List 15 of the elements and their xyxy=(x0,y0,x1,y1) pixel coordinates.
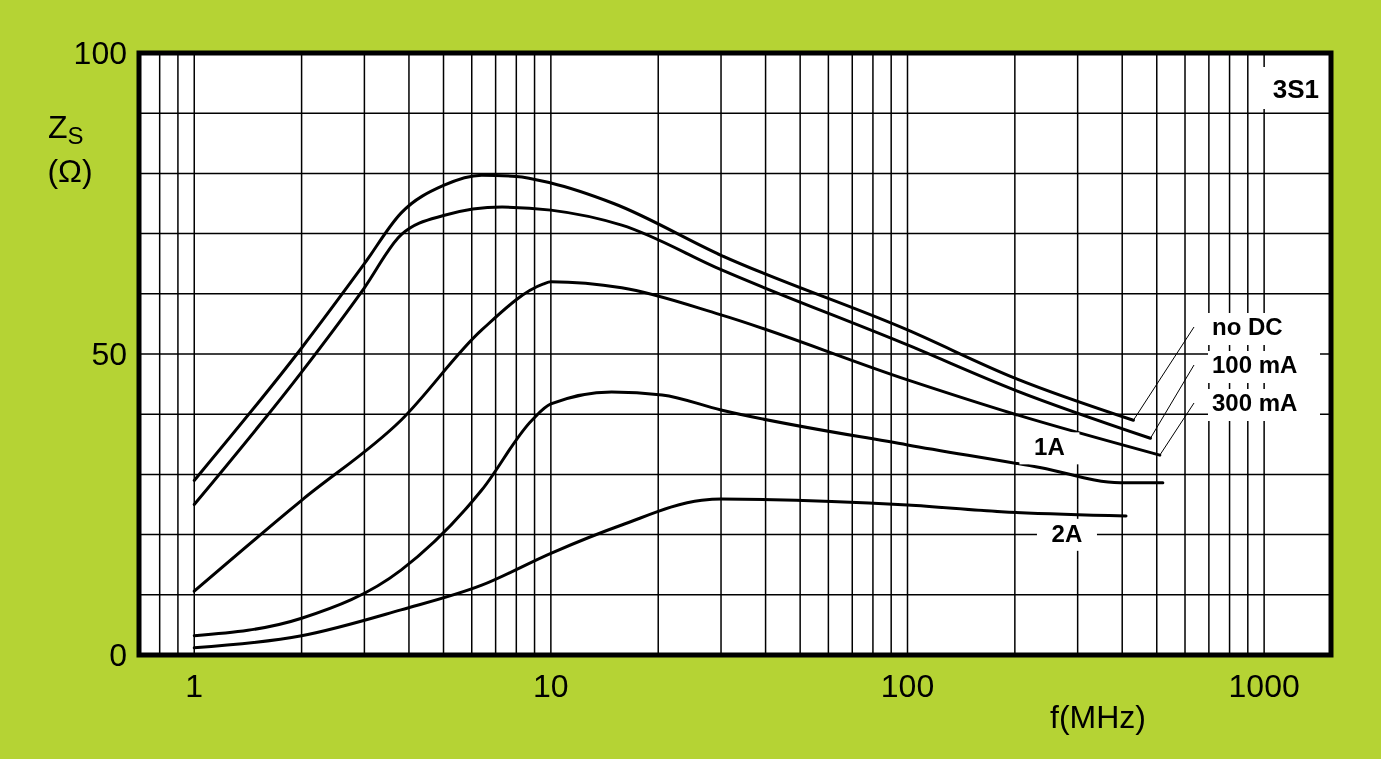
x-axis-title: f(MHz) xyxy=(1050,699,1146,735)
y-tick-label: 0 xyxy=(109,637,127,673)
y-tick-label: 100 xyxy=(73,35,127,71)
y-tick-label: 50 xyxy=(91,336,127,372)
y-axis-title: Z$_{S}$ (Ω) xyxy=(47,109,93,189)
x-tick-label: 1000 xyxy=(1228,668,1300,704)
text: 100 mA xyxy=(1212,351,1298,378)
series-label: 2A xyxy=(1051,519,1083,547)
text: 3S1 xyxy=(1272,74,1319,104)
x-tick-label: 100 xyxy=(880,668,935,704)
text: 300 mA xyxy=(1212,389,1298,416)
series-label: 1A xyxy=(1034,433,1065,461)
x-tick-label: 10 xyxy=(533,668,569,704)
x-tick-label: 1 xyxy=(185,668,204,704)
text: no DC xyxy=(1212,313,1283,340)
